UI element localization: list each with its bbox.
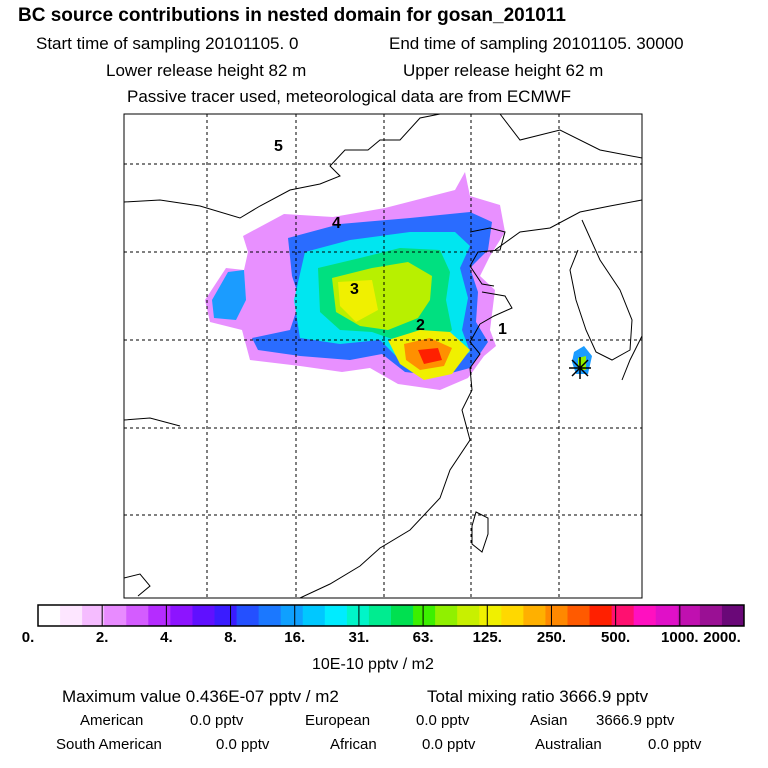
colorbar (37, 604, 745, 627)
upper-release-text: Upper release height 62 m (403, 61, 604, 80)
colorbar-swatch (721, 605, 745, 626)
border-korea-north (494, 199, 642, 251)
colorbar-swatch (302, 605, 326, 626)
australian-value: 0.0 pptv (648, 736, 702, 753)
colorbar-swatch (104, 605, 127, 626)
coast-korea (569, 219, 633, 361)
total-mixing-text: Total mixing ratio 3666.9 pptv (427, 687, 649, 706)
american-label: American (80, 712, 144, 729)
australian-label: Australian (535, 736, 602, 753)
colorbar-tick-label: 2000. (703, 629, 741, 646)
lower-release-text: Lower release height 82 m (106, 61, 307, 80)
max-value-text: Maximum value 0.436E-07 pptv / m2 (62, 687, 339, 706)
colorbar-swatch (655, 605, 679, 626)
colorbar-swatch (501, 605, 524, 626)
coast-bohai (469, 227, 506, 287)
colorbar-swatch (82, 605, 105, 626)
colorbar-swatch (236, 605, 260, 626)
colorbar-swatch (633, 605, 657, 626)
region-label-1: 1 (498, 321, 507, 338)
coastlines (124, 114, 642, 598)
border-north (124, 114, 441, 219)
colorbar-swatch (126, 605, 149, 626)
coast-japan (621, 335, 642, 381)
tracer-note-text: Passive tracer used, meteorological data… (127, 87, 572, 106)
gridlines (124, 114, 642, 598)
colorbar-tick-label: 500. (601, 629, 631, 646)
colorbar-swatch (699, 605, 723, 626)
colorbar-tick-label: 0. (21, 629, 35, 646)
european-label: European (305, 712, 371, 729)
south-american-value: 0.0 pptv (216, 736, 270, 753)
map-panel (124, 114, 642, 598)
asian-label: Asian (530, 712, 568, 729)
colorbar-tick-label: 2. (95, 629, 109, 646)
colorbar-tick-label: 125. (472, 629, 502, 646)
map-frame (123, 113, 643, 599)
colorbar-tick-label: 8. (224, 629, 237, 646)
colorbar-tick-label: 16. (284, 629, 306, 646)
island-hainan (124, 573, 151, 597)
asian-value: 3666.9 pptv (596, 712, 675, 729)
colorbar-swatch (391, 605, 414, 626)
colorbar-tick-label: 1000. (661, 629, 699, 646)
colorbar-swatch (214, 605, 238, 626)
colorbar-swatch (346, 605, 370, 626)
region-label-2: 2 (416, 317, 425, 334)
start-time-text: Start time of sampling 20101105. 0 (36, 34, 299, 53)
colorbar-swatch (192, 605, 215, 626)
colorbar-swatch (457, 605, 480, 626)
coast-east (299, 323, 481, 598)
concentration-plume (205, 172, 592, 390)
colorbar-tick-label: 63. (412, 629, 434, 646)
african-label: African (330, 736, 377, 753)
colorbar-frame (37, 604, 745, 627)
chart-title: BC source contributions in nested domain… (18, 5, 566, 26)
colorbar-swatch (545, 605, 568, 626)
island-taiwan (471, 511, 489, 553)
colorbar-swatch (413, 605, 436, 626)
plume-blue-west (212, 270, 246, 320)
border-west (124, 417, 181, 427)
colorbar-swatch (435, 605, 458, 626)
colorbar-swatch (258, 605, 282, 626)
coast-shandong (479, 291, 513, 325)
region-label-5: 5 (274, 138, 283, 155)
region-label-3: 3 (350, 281, 359, 298)
end-time-text: End time of sampling 20101105. 30000 (389, 34, 684, 53)
colorbar-tick-label: 31. (348, 629, 370, 646)
star-icon (569, 357, 591, 379)
colorbar-swatch (38, 605, 61, 626)
colorbar-swatch (280, 605, 304, 626)
african-value: 0.0 pptv (422, 736, 476, 753)
colorbar-unit: 10E-10 pptv / m2 (312, 656, 434, 673)
colorbar-swatch (324, 605, 348, 626)
plume-yellow-core3 (338, 280, 378, 322)
colorbar-swatch (523, 605, 546, 626)
european-value: 0.0 pptv (416, 712, 470, 729)
colorbar-swatch (567, 605, 591, 626)
border-northeast (499, 114, 642, 159)
colorbar-swatch (148, 605, 171, 626)
colorbar-swatch (368, 605, 392, 626)
colorbar-swatch (677, 605, 701, 626)
colorbar-tick-label: 4. (160, 629, 173, 646)
south-american-label: South American (56, 736, 162, 753)
colorbar-swatch (170, 605, 193, 626)
plume-region2-red (418, 348, 442, 364)
region-label-4: 4 (332, 215, 341, 232)
colorbar-tick-label: 250. (536, 629, 567, 646)
colorbar-swatch (611, 605, 635, 626)
colorbar-swatch (60, 605, 83, 626)
american-value: 0.0 pptv (190, 712, 244, 729)
colorbar-swatch (479, 605, 502, 626)
colorbar-swatch (589, 605, 613, 626)
